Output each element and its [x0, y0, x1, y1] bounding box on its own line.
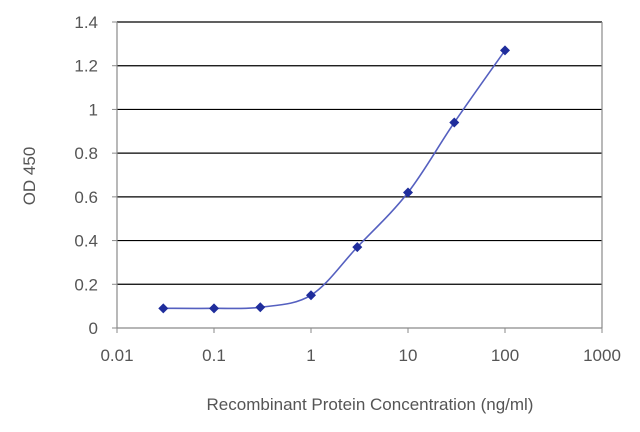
- data-point: [500, 45, 510, 56]
- y-tick-label: 0: [89, 319, 98, 338]
- y-axis-title: OD 450: [20, 147, 39, 206]
- data-point: [158, 303, 169, 314]
- data-point: [306, 290, 316, 301]
- x-tick-label: 1: [306, 346, 315, 365]
- point-layer: [158, 45, 510, 314]
- data-point: [352, 242, 363, 253]
- x-tick-label: 10: [399, 346, 418, 365]
- grid-layer: [117, 21, 602, 285]
- label-layer: 0 0.2 0.4 0.6 0.8 1 1.2 1.4 0.01 0.1 1 10 100 1000: [74, 13, 621, 365]
- data-point: [403, 187, 413, 198]
- data-point: [255, 302, 266, 313]
- y-tick-label: 1: [89, 100, 98, 119]
- x-tick-label: 100: [491, 346, 519, 365]
- series-line: [163, 49, 506, 310]
- y-tick-label: 0.8: [74, 144, 98, 163]
- y-tick-label: 0.4: [74, 232, 98, 251]
- axis-layer: [112, 21, 603, 333]
- line-layer: [163, 49, 506, 310]
- data-point: [209, 303, 219, 314]
- x-tick-label: 1000: [583, 346, 621, 365]
- y-tick-label: 1.4: [74, 13, 98, 32]
- x-tick-label: 0.1: [202, 346, 226, 365]
- y-tick-label: 0.6: [74, 188, 98, 207]
- x-tick-label: 0.01: [100, 346, 133, 365]
- data-point: [449, 117, 460, 128]
- y-tick-label: 0.2: [74, 275, 98, 294]
- y-tick-label: 1.2: [74, 57, 98, 76]
- x-axis-title: Recombinant Protein Concentration (ng/ml…: [207, 395, 534, 414]
